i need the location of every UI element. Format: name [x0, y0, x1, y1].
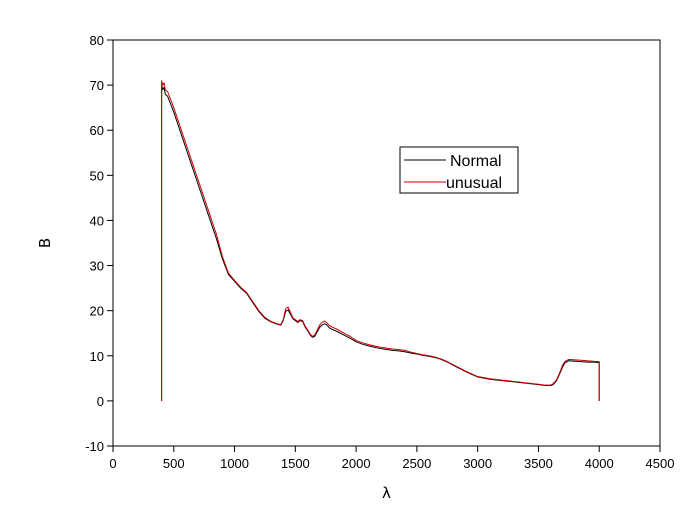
x-tick-label: 1500 [281, 456, 310, 471]
x-tick-label: 500 [163, 456, 185, 471]
series-line-unusual [161, 80, 600, 401]
x-axis-ticks: 0 500 1000 1500 2000 2500 3000 3500 4000 4500 [109, 446, 674, 471]
x-axis-title: λ [382, 484, 391, 502]
series-layer [161, 80, 600, 401]
y-tick-label: 10 [90, 349, 104, 364]
x-tick-label: 4500 [646, 456, 675, 471]
x-tick-label: 2500 [402, 456, 431, 471]
legend-label-unusual: unusual [446, 175, 502, 192]
legend-box [399, 146, 519, 194]
y-tick-label: -10 [85, 439, 104, 454]
y-tick-label: 60 [90, 123, 104, 138]
x-tick-label: 3500 [524, 456, 553, 471]
series-line-normal [161, 84, 600, 401]
x-tick-label: 0 [109, 456, 116, 471]
legend: Normal unusual [399, 146, 519, 194]
y-tick-label: 50 [90, 168, 104, 183]
y-axis-ticks: -10 0 10 20 30 40 50 60 70 80 [85, 33, 113, 454]
y-tick-label: 40 [90, 213, 104, 228]
x-tick-label: 3000 [463, 456, 492, 471]
y-tick-label: 20 [90, 304, 104, 319]
y-axis-title: B [36, 238, 54, 248]
legend-label-normal: Normal [450, 153, 502, 170]
x-tick-label: 4000 [585, 456, 614, 471]
x-tick-label: 2000 [342, 456, 371, 471]
plot-frame [112, 39, 661, 447]
plot-area [112, 39, 661, 447]
y-tick-label: 80 [90, 33, 104, 48]
y-tick-label: 30 [90, 259, 104, 274]
y-tick-label: 0 [97, 394, 104, 409]
y-tick-label: 70 [90, 78, 104, 93]
x-tick-label: 1000 [220, 456, 249, 471]
